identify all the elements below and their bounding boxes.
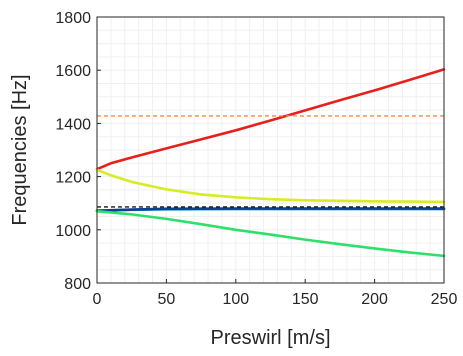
x-tick-label: 0 — [93, 291, 102, 308]
y-tick-label: 1400 — [55, 116, 91, 133]
x-tick-label: 50 — [158, 291, 176, 308]
series-line-1 — [97, 69, 444, 169]
x-axis-label: Preswirl [m/s] — [211, 327, 331, 349]
x-tick-label: 200 — [361, 291, 388, 308]
y-tick-label: 1600 — [55, 63, 91, 80]
y-tick-label: 800 — [64, 276, 91, 293]
y-axis-label: Frequencies [Hz] — [9, 74, 31, 225]
series-line-2 — [97, 170, 444, 202]
series-line-5 — [97, 211, 444, 256]
y-tick-label: 1200 — [55, 170, 91, 187]
y-axis: 800 1000 1200 1400 1600 1800 — [55, 10, 101, 293]
grid — [97, 17, 444, 283]
x-tick-label: 150 — [292, 291, 319, 308]
x-tick-label: 250 — [431, 291, 458, 308]
y-tick-label: 1000 — [55, 223, 91, 240]
series-layer — [97, 69, 444, 255]
x-tick-label: 100 — [222, 291, 249, 308]
y-tick-label: 1800 — [55, 10, 91, 27]
